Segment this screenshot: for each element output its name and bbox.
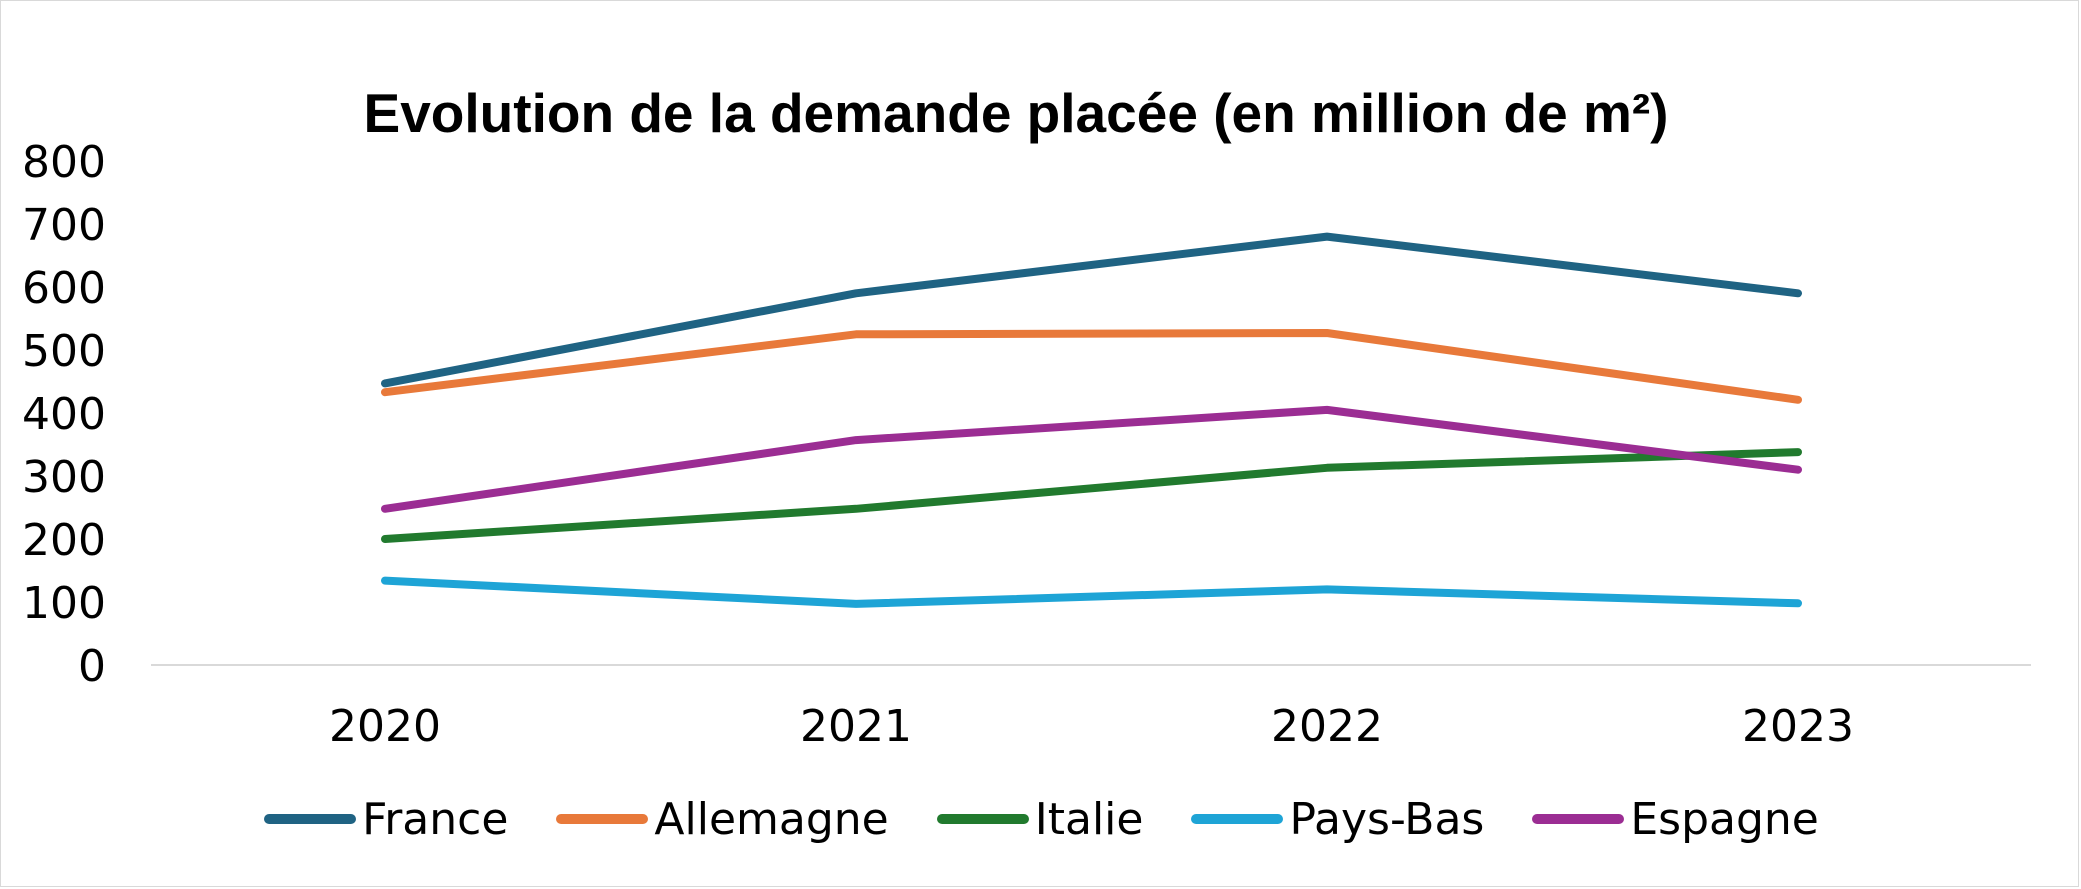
legend: France Allemagne Italie Pays-Bas Espagne: [1, 789, 2081, 849]
legend-label: Allemagne: [654, 793, 889, 845]
legend-label: Italie: [1034, 793, 1144, 845]
y-tick-label: 400: [22, 389, 106, 440]
legend-swatch: [556, 814, 649, 824]
x-tick-label: 2023: [1742, 701, 1854, 752]
legend-swatch: [936, 814, 1029, 824]
legend-swatch: [264, 814, 357, 824]
y-tick-label: 800: [22, 137, 106, 188]
legend-label: France: [362, 793, 509, 845]
legend-swatch: [1532, 814, 1625, 824]
y-tick-label: 100: [22, 578, 106, 629]
series-line-allemagne: [381, 329, 1802, 404]
x-tick-label: 2020: [329, 701, 441, 752]
legend-label: Pays-Bas: [1289, 793, 1485, 845]
legend-item: Pays-Bas: [1191, 794, 1484, 845]
series-line-italie: [381, 448, 1802, 543]
y-tick-label: 200: [22, 515, 106, 566]
legend-item: France: [264, 794, 508, 845]
legend-item: Espagne: [1532, 794, 1819, 845]
series-line-pays-bas: [381, 576, 1802, 608]
y-tick-label: 700: [22, 200, 106, 251]
x-tick-label: 2022: [1271, 701, 1383, 752]
legend-swatch: [1191, 814, 1284, 824]
series-line-espagne: [381, 405, 1802, 513]
y-tick-label: 600: [22, 263, 106, 314]
y-tick-label: 500: [22, 326, 106, 377]
y-tick-label: 0: [78, 641, 106, 692]
legend-item: Allemagne: [556, 793, 889, 845]
x-tick-label: 2021: [800, 701, 912, 752]
plot-area: 0 100 200 300 400 500 600 700 800 2020 2021 2022 202…: [22, 137, 2031, 752]
y-tick-label: 300: [22, 452, 106, 503]
legend-label: Espagne: [1630, 793, 1819, 845]
series-line-france: [381, 232, 1802, 388]
chart-title: Evolution de la demande placée (en milli…: [363, 82, 1669, 144]
legend-item: Italie: [936, 793, 1144, 845]
